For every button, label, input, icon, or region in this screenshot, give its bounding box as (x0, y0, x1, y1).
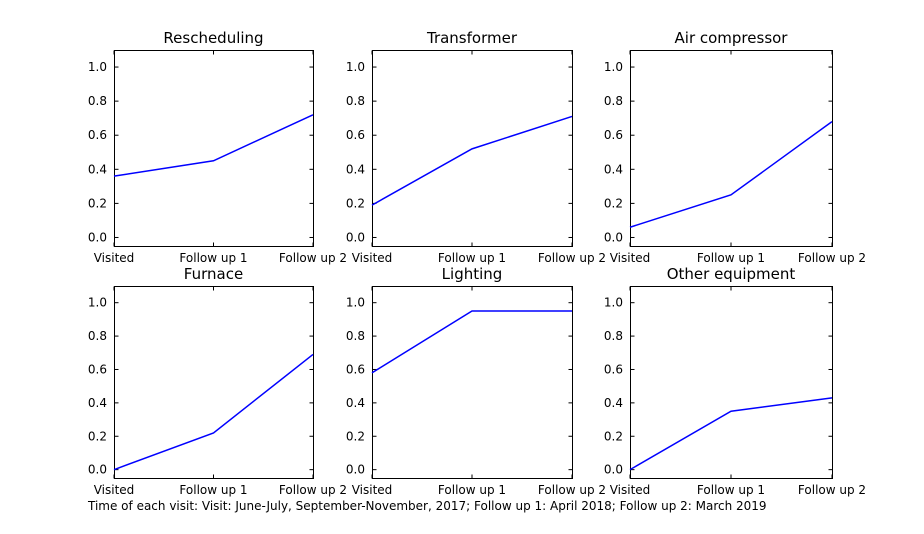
axes-frame (630, 286, 833, 479)
subplot-lighting: 0.0 0.2 0.4 0.6 0.8 1.0 Visited Follow up 1 Foll… (346, 265, 606, 497)
y-tick-label: 1.0 (346, 296, 365, 310)
y-tick-label: 0.2 (604, 196, 623, 210)
subplot-title: Lighting (442, 265, 503, 283)
y-tick-label: 0.8 (346, 94, 365, 108)
y-tick-label: 0.8 (604, 329, 623, 343)
y-tick-label: 1.0 (88, 60, 107, 74)
y-tick-label: 0.2 (346, 429, 365, 443)
y-tick-label: 0.8 (88, 94, 107, 108)
y-tick-label: 0.4 (88, 162, 107, 176)
y-tick-label: 0.8 (604, 94, 623, 108)
data-line (371, 310, 572, 374)
y-tick-label: 0.0 (604, 463, 623, 477)
figure-caption: Time of each visit: Visit: June-July, Se… (88, 499, 767, 513)
subplot-other-equipment: 0.0 0.2 0.4 0.6 0.8 1.0 Visited Follow up 1 Foll… (604, 265, 866, 497)
data-line (371, 115, 573, 206)
x-tick-label: Follow up 2 (538, 483, 606, 497)
y-tick-label: 0.0 (346, 463, 365, 477)
subplot-title: Rescheduling (163, 29, 263, 47)
y-tick-label: 0.2 (346, 196, 365, 210)
subplot-title: Transformer (426, 29, 518, 47)
y-tick-label: 0.2 (88, 429, 107, 443)
y-tick-label: 1.0 (604, 296, 623, 310)
x-tick-label: Follow up 2 (798, 251, 866, 265)
y-tick-label: 0.6 (604, 362, 623, 376)
x-tick-label: Visited (610, 251, 651, 265)
x-tick-label: Follow up 1 (179, 483, 247, 497)
data-line (629, 120, 833, 228)
y-tick-label: 0.4 (88, 396, 107, 410)
x-tick-label: Follow up 2 (279, 251, 347, 265)
x-tick-label: Follow up 1 (438, 483, 506, 497)
x-tick-label: Follow up 1 (697, 251, 765, 265)
x-tick-label: Follow up 2 (798, 483, 866, 497)
y-tick-label: 1.0 (346, 60, 365, 74)
subplot-furnace: 0.0 0.2 0.4 0.6 0.8 1.0 Visited Follow up 1 Foll… (88, 265, 347, 497)
y-tick-label: 0.8 (88, 329, 107, 343)
x-tick-label: Follow up 2 (538, 251, 606, 265)
subplot-title: Other equipment (667, 265, 796, 283)
data-line (113, 114, 314, 177)
axes-frame (372, 286, 573, 479)
y-tick-label: 0.8 (346, 329, 365, 343)
x-tick-label: Visited (610, 483, 651, 497)
x-tick-label: Visited (94, 483, 135, 497)
y-tick-label: 0.4 (604, 396, 623, 410)
x-tick-label: Follow up 1 (179, 251, 247, 265)
x-tick-label: Follow up 2 (279, 483, 347, 497)
data-line (113, 353, 314, 471)
y-tick-label: 0.6 (604, 128, 623, 142)
axes-frame (114, 286, 314, 479)
subplot-title: Air compressor (675, 29, 789, 47)
y-tick-label: 0.4 (346, 396, 365, 410)
y-tick-label: 0.6 (88, 362, 107, 376)
x-tick-label: Visited (94, 251, 135, 265)
y-tick-label: 0.2 (88, 196, 107, 210)
subplot-title: Furnace (184, 265, 243, 283)
y-tick-label: 0.0 (88, 230, 107, 244)
y-tick-label: 0.6 (88, 128, 107, 142)
y-tick-label: 0.0 (346, 230, 365, 244)
x-tick-label: Visited (352, 251, 393, 265)
x-tick-label: Follow up 1 (697, 483, 765, 497)
y-tick-label: 0.4 (346, 162, 365, 176)
y-tick-label: 1.0 (88, 296, 107, 310)
y-tick-label: 0.4 (604, 162, 623, 176)
x-tick-label: Visited (352, 483, 393, 497)
y-tick-label: 0.2 (604, 429, 623, 443)
subplot-transformer: 0.0 0.2 0.4 0.6 0.8 1.0 Visited Follow up 1 Foll… (346, 29, 606, 265)
axes-frame (114, 50, 314, 247)
y-tick-label: 0.6 (346, 128, 365, 142)
subplot-air-compressor: 0.0 0.2 0.4 0.6 0.8 1.0 Visited Follow up 1 Foll… (604, 29, 866, 265)
subplot-rescheduling: 0.0 0.2 0.4 0.6 0.8 1.0 Visited Follow up 1 Foll… (88, 29, 347, 265)
y-tick-label: 0.0 (604, 230, 623, 244)
y-tick-label: 1.0 (604, 60, 623, 74)
x-tick-label: Follow up 1 (438, 251, 506, 265)
y-tick-label: 0.6 (346, 362, 365, 376)
data-line (629, 397, 833, 471)
y-tick-label: 0.0 (88, 463, 107, 477)
